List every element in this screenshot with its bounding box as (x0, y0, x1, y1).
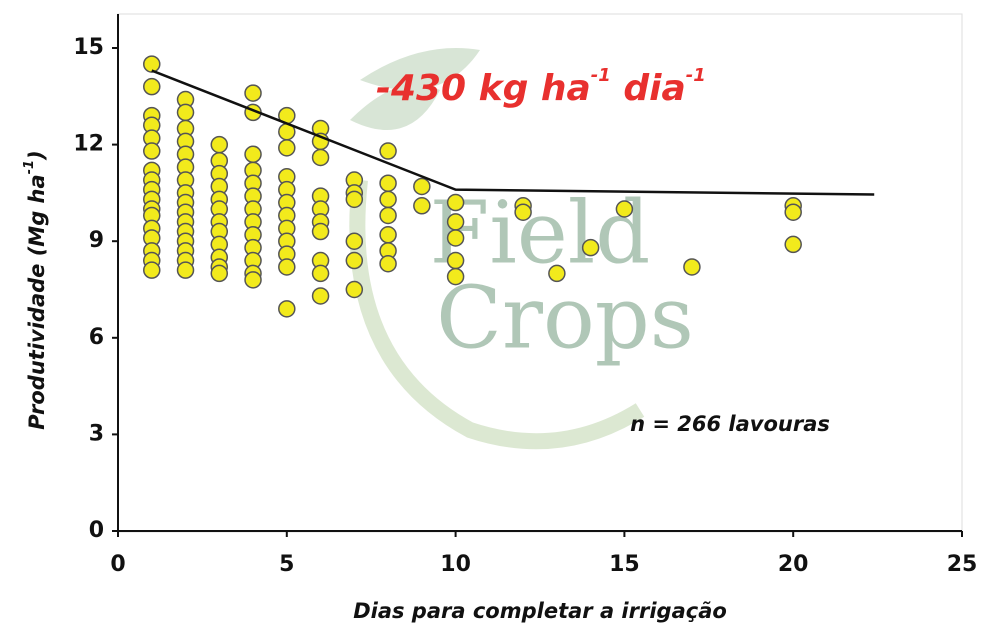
point (143, 261, 161, 279)
point (446, 213, 465, 231)
point (446, 251, 465, 270)
slope-sup: -1 (686, 65, 706, 86)
y-label-end: ) (25, 150, 49, 161)
point (581, 238, 600, 257)
point (413, 177, 431, 196)
y-axis-label: Produtividade (Mg ha-1) (22, 150, 50, 429)
slope-text: dia (611, 68, 686, 109)
point (244, 271, 262, 289)
y-tick-label: 12 (73, 132, 104, 157)
point (278, 300, 296, 318)
point (413, 197, 431, 215)
point (311, 264, 330, 283)
point (244, 145, 262, 164)
point (379, 254, 397, 273)
point (278, 139, 296, 157)
point (244, 84, 262, 102)
slope-text: -430 kg ha (376, 68, 591, 109)
x-tick-label: 25 (947, 552, 978, 577)
watermark-text: Crops (436, 269, 694, 369)
point (176, 261, 195, 279)
n-label: n = 266 lavouras (630, 412, 830, 436)
watermark-text: Field (430, 184, 651, 284)
x-tick-label: 5 (279, 552, 294, 577)
point (311, 148, 330, 167)
y-label-sup: -1 (22, 160, 37, 174)
x-axis-label: Dias para completar a irrigação (353, 599, 727, 623)
point (446, 193, 465, 212)
point (345, 232, 364, 250)
x-tick-label: 10 (440, 552, 471, 577)
slope-sup: -1 (591, 65, 611, 86)
y-tick-label: 3 (89, 421, 104, 446)
x-tick-label: 20 (778, 552, 809, 577)
point (784, 203, 802, 221)
point (345, 251, 364, 270)
point (379, 206, 397, 225)
point (379, 226, 397, 244)
x-tick-label: 15 (609, 552, 640, 577)
point (683, 258, 701, 276)
point (379, 190, 397, 209)
point (210, 264, 229, 283)
point (176, 103, 195, 122)
point (345, 280, 364, 299)
point (210, 135, 229, 154)
point (143, 77, 161, 96)
y-tick-label: 0 (89, 518, 104, 543)
point (379, 142, 397, 160)
point (345, 190, 364, 209)
point (379, 174, 397, 192)
point (784, 235, 802, 254)
x-tick-label: 0 (110, 552, 125, 577)
y-tick-label: 15 (73, 35, 104, 60)
point (615, 200, 634, 218)
point (311, 287, 330, 305)
point (548, 264, 566, 283)
point (514, 203, 532, 221)
watermark-arc (349, 179, 645, 450)
point (446, 229, 465, 247)
watermark-leaf (350, 48, 480, 130)
fit-line (151, 69, 875, 196)
y-tick-label: 9 (89, 228, 104, 253)
point (143, 142, 161, 160)
point (278, 258, 296, 276)
y-tick-label: 6 (89, 325, 104, 350)
point (311, 222, 330, 241)
slope-label: -430 kg ha-1 dia-1 (376, 65, 706, 109)
point (446, 267, 465, 286)
point (143, 55, 161, 73)
y-label-text: Produtividade (Mg ha (25, 174, 49, 429)
